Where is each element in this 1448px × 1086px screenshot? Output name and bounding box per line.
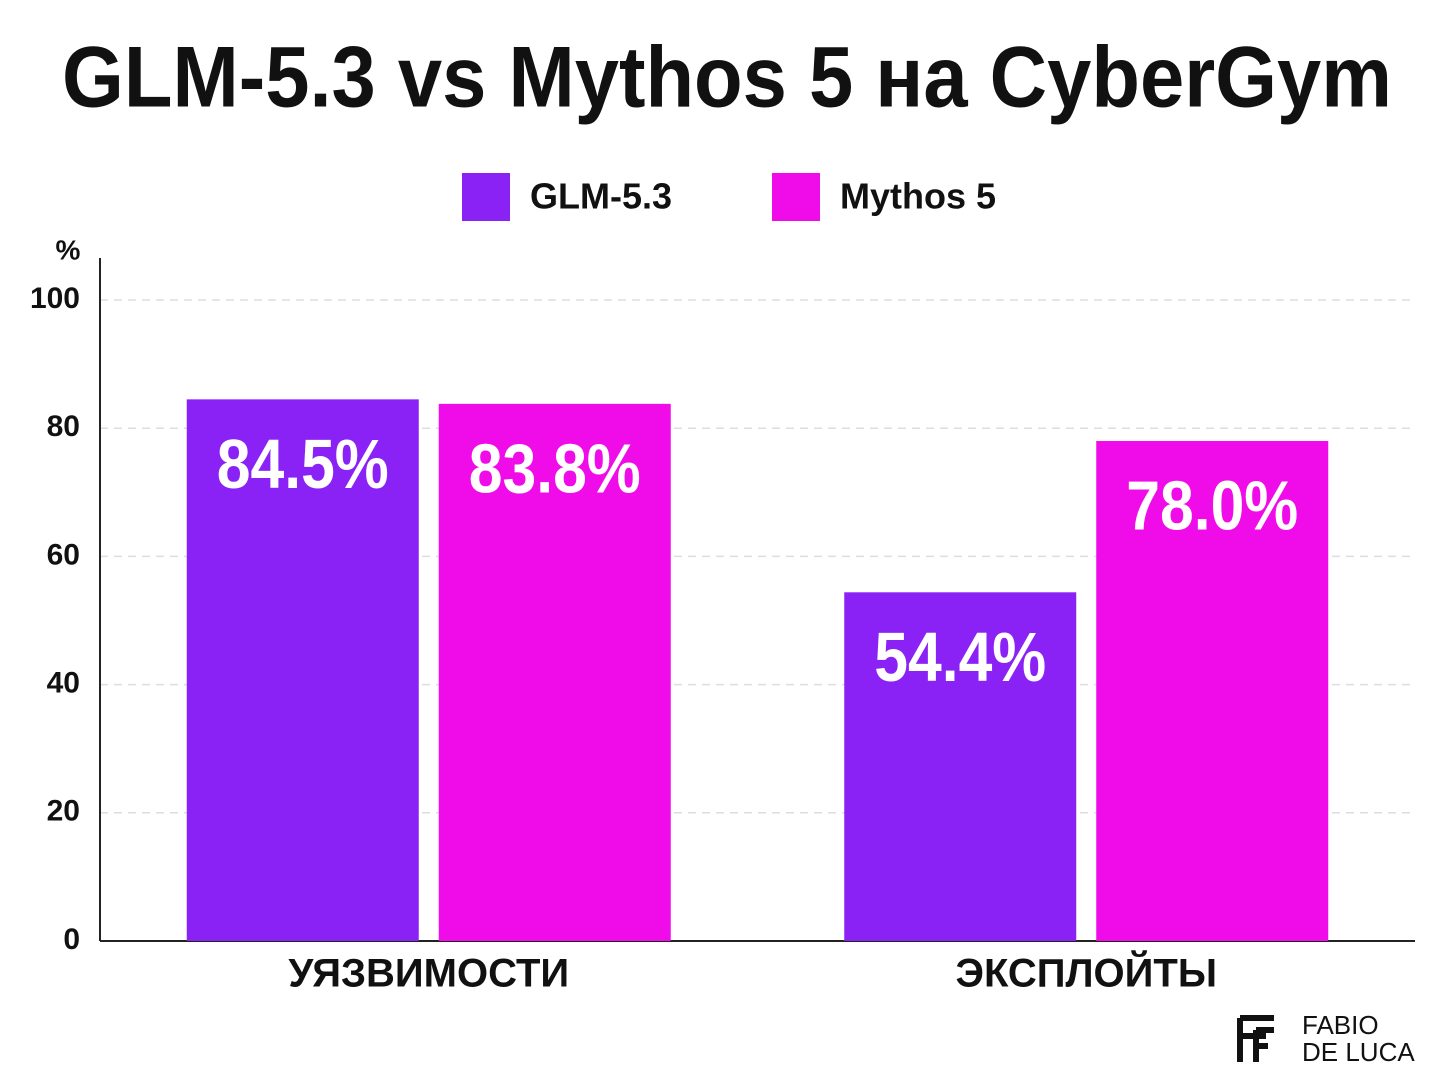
bar (844, 592, 1077, 941)
data-label: 78.0% (1126, 467, 1298, 545)
legend-label: Mythos 5 (840, 176, 996, 217)
x-tick-label: ЭКСПЛОЙТЫ (955, 950, 1217, 996)
y-tick-label: 0 (63, 923, 80, 956)
y-tick-label: 40 (47, 667, 80, 700)
x-tick-label: УЯЗВИМОСТИ (288, 952, 569, 996)
bar (186, 399, 419, 942)
credit: DE LUCA (1302, 1037, 1415, 1067)
y-tick-label: 100 (30, 282, 80, 315)
y-tick-label: 60 (47, 538, 80, 571)
y-axis-label: % (56, 234, 81, 265)
legend-label: GLM-5.3 (530, 176, 672, 217)
bar (438, 403, 671, 941)
data-label: 84.5% (217, 425, 389, 503)
data-label: 54.4% (874, 618, 1046, 696)
credit-logo (1237, 1015, 1274, 1062)
y-tick-label: 80 (47, 410, 80, 443)
credit: FABIO (1302, 1010, 1379, 1040)
data-label: 83.8% (469, 429, 641, 507)
chart-title: GLM-5.3 vs Mythos 5 на CyberGym (62, 30, 1392, 126)
legend-swatch (772, 173, 820, 221)
bar (1096, 441, 1329, 941)
legend-swatch (462, 173, 510, 221)
y-tick-label: 20 (47, 795, 80, 828)
